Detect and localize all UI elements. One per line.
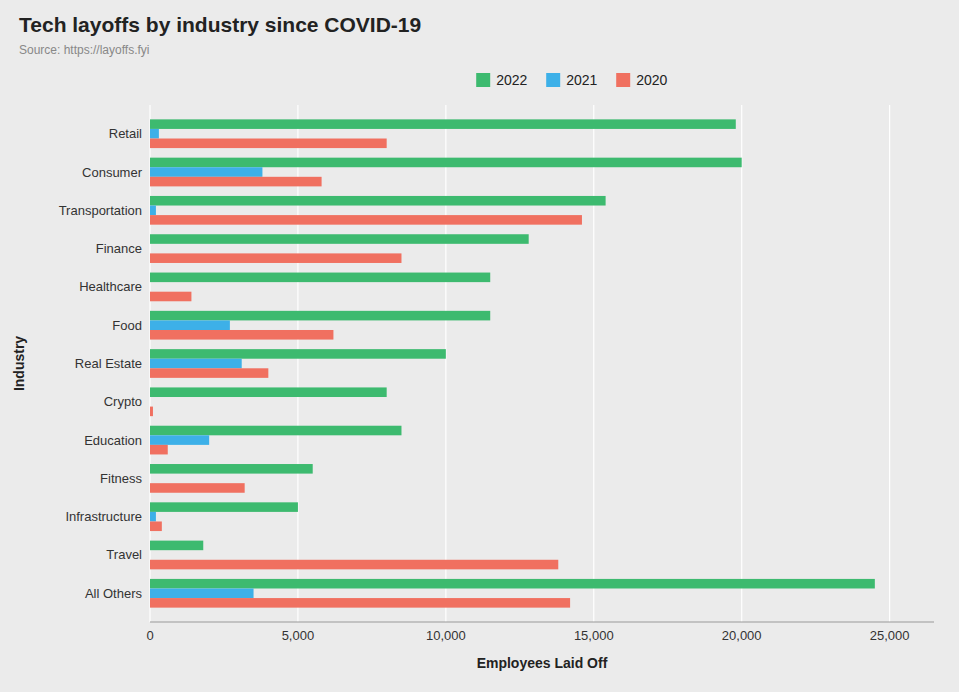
x-tick-label: 10,000 xyxy=(426,628,466,643)
bar xyxy=(150,253,401,263)
bar xyxy=(150,588,254,598)
bar xyxy=(150,426,401,436)
y-tick-label: Transportation xyxy=(59,203,142,218)
bar xyxy=(150,579,875,589)
bar xyxy=(150,474,151,484)
bar xyxy=(150,244,151,254)
y-tick-label: Education xyxy=(84,433,142,448)
bar xyxy=(150,464,313,474)
bar xyxy=(150,139,387,149)
bar xyxy=(150,158,742,168)
y-tick-label: Retail xyxy=(109,126,142,141)
x-tick-label: 5,000 xyxy=(282,628,315,643)
x-tick-label: 15,000 xyxy=(574,628,614,643)
bar xyxy=(150,502,298,512)
bar xyxy=(150,167,262,177)
bar xyxy=(150,368,268,378)
bar xyxy=(150,234,529,244)
bar xyxy=(150,177,322,187)
bar xyxy=(150,311,490,321)
bar xyxy=(150,521,162,531)
y-tick-label: Consumer xyxy=(82,165,143,180)
bar xyxy=(150,359,242,369)
bar xyxy=(150,206,156,216)
x-tick-label: 0 xyxy=(146,628,153,643)
legend-swatch xyxy=(546,73,560,87)
bar xyxy=(150,320,230,330)
legend-label: 2022 xyxy=(496,72,527,88)
bar xyxy=(150,215,582,225)
legend: 2022 2021 2020 xyxy=(476,72,667,88)
y-tick-label: Fitness xyxy=(100,471,142,486)
subtitle: Source: https://layoffs.fyi xyxy=(19,43,150,57)
y-tick-label: Finance xyxy=(96,241,142,256)
bar xyxy=(150,445,168,455)
grid-line xyxy=(741,105,742,622)
x-axis-label: Employees Laid Off xyxy=(477,655,608,671)
legend-label: 2021 xyxy=(566,72,597,88)
bar xyxy=(150,541,203,551)
chart: Tech layoffs by industry since COVID-19 S… xyxy=(0,0,959,692)
bar xyxy=(150,196,606,206)
y-tick-label: Food xyxy=(112,318,142,333)
bar xyxy=(150,397,151,407)
y-tick-label: Real Estate xyxy=(75,356,142,371)
bar xyxy=(150,330,333,340)
legend-label: 2020 xyxy=(636,72,667,88)
bars xyxy=(150,119,875,607)
bar xyxy=(150,349,446,359)
grid-line xyxy=(593,105,594,622)
bar xyxy=(150,483,245,493)
title: Tech layoffs by industry since COVID-19 xyxy=(19,13,421,36)
x-tick-label: 25,000 xyxy=(870,628,910,643)
bar xyxy=(150,512,156,522)
y-tick-label: Crypto xyxy=(104,394,142,409)
bar xyxy=(150,435,209,445)
grid-line xyxy=(889,105,890,622)
grid-line xyxy=(445,105,446,622)
bar xyxy=(150,119,736,129)
bar xyxy=(150,598,570,608)
bar xyxy=(150,550,151,560)
y-tick-label: All Others xyxy=(85,586,143,601)
legend-swatch xyxy=(476,73,490,87)
x-tick-label: 20,000 xyxy=(722,628,762,643)
bar xyxy=(150,292,191,302)
bar xyxy=(150,282,151,292)
background xyxy=(0,0,959,692)
bar xyxy=(150,129,159,139)
legend-swatch xyxy=(616,73,630,87)
x-axis-line xyxy=(150,622,934,623)
grid xyxy=(150,105,890,622)
y-axis-label: Industry xyxy=(11,336,27,391)
bar xyxy=(150,560,558,570)
y-tick-label: Infrastructure xyxy=(65,509,142,524)
bar xyxy=(150,273,490,283)
y-tick-label: Travel xyxy=(106,547,142,562)
bar xyxy=(150,407,153,417)
bar xyxy=(150,387,387,397)
y-tick-label: Healthcare xyxy=(79,279,142,294)
